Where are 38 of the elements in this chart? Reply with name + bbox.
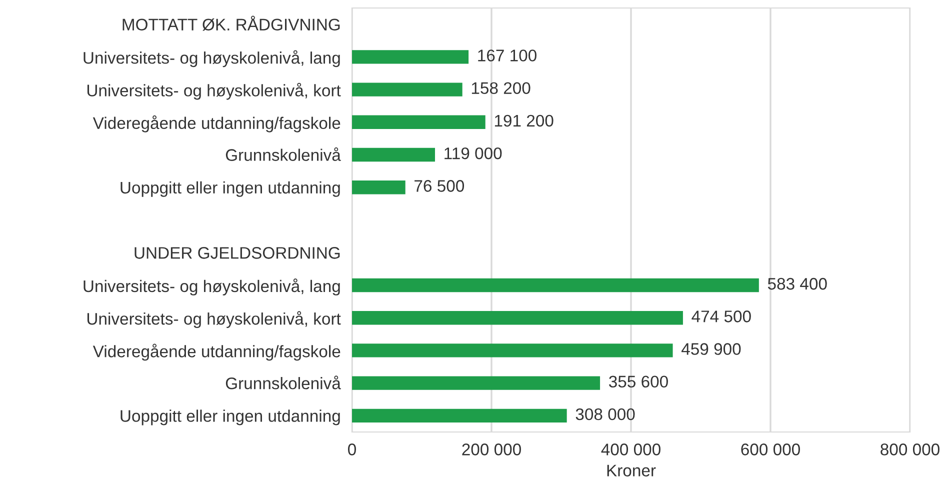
data-label: 167 100 <box>478 50 536 62</box>
y-tick-label: Grunnskolenivå <box>226 147 341 161</box>
data-label: 119 000 <box>444 147 502 160</box>
bar <box>352 278 759 292</box>
data-label: 583 400 <box>768 278 827 290</box>
y-tick-label: Universitets- og høyskolenivå, kort <box>87 311 341 328</box>
bar <box>352 180 406 194</box>
data-label: 474 500 <box>692 310 751 322</box>
y-tick-label: MOTTATT ØK. RÅDGIVNING <box>122 16 340 31</box>
data-label: 158 200 <box>472 82 530 94</box>
bar <box>352 115 486 130</box>
bar <box>352 376 600 390</box>
bar <box>352 310 683 325</box>
y-tick-label: Universitets- og høyskolenivå, kort <box>87 82 341 100</box>
y-tick-label: Uoppgitt eller ingen utdanning <box>120 181 340 197</box>
y-tick-label: Universitets- og høyskolenivå, lang <box>84 278 340 296</box>
bar <box>352 148 436 162</box>
bar <box>352 344 673 358</box>
x-tick-label: 200 000 <box>462 444 521 456</box>
x-tick-label: 0 <box>348 444 356 456</box>
bar <box>352 82 462 96</box>
data-label: 459 900 <box>681 343 741 355</box>
y-tick-label: UNDER GJELDSORDNING <box>134 247 340 259</box>
x-tick-label: 600 000 <box>741 444 800 456</box>
bar <box>352 408 567 423</box>
data-label: 191 200 <box>494 114 554 127</box>
y-tick-label: Universitets- og høyskolenivå, lang <box>84 50 340 68</box>
y-tick-label: Videregående utdanning/fagskole <box>92 344 340 361</box>
y-tick-label: Videregående utdanning/fagskole <box>92 115 340 132</box>
y-tick-label: Uoppgitt eller ingen utdanning <box>120 410 340 426</box>
bar <box>352 50 469 64</box>
x-axis-title: Kroner <box>607 464 656 476</box>
y-tick-label: Grunnskolenivå <box>226 376 341 390</box>
data-label: 308 000 <box>576 408 635 420</box>
x-tick-label: 800 000 <box>880 444 940 456</box>
data-label: 76 500 <box>414 180 464 192</box>
data-label: 355 600 <box>609 376 668 388</box>
x-tick-label: 400 000 <box>601 444 660 456</box>
